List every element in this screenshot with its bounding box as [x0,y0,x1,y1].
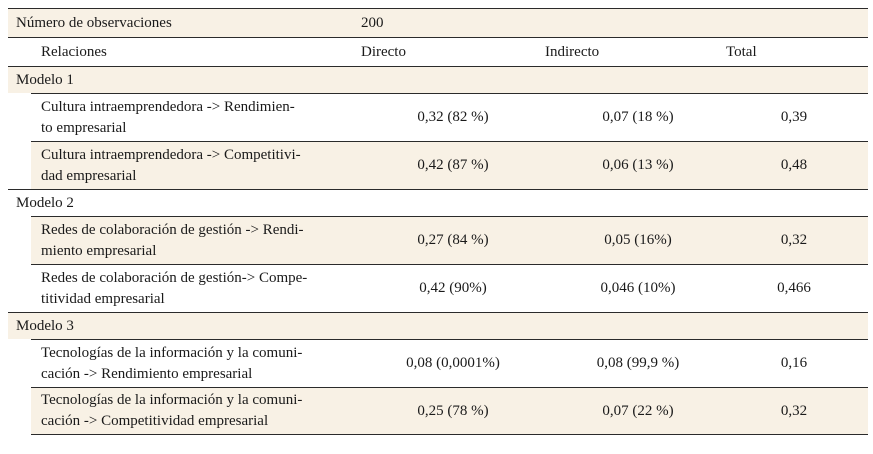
col-header-total: Total [726,43,757,60]
direct-value: 0,08 (0,0001%) [406,355,500,371]
relation-line-2: cación -> Rendimiento empresarial [41,365,253,382]
relation-text: Tecnologías de la información y la comun… [41,343,371,385]
observations-row: Número de observaciones 200 [8,8,868,37]
relation-text: Cultura intraemprendedora -> Rendimien- … [41,97,371,139]
direct-value: 0,25 (78 %) [417,402,489,419]
model-title: Modelo 3 [16,317,74,334]
relation-line-2: miento empresarial [41,242,157,259]
relation-line-1: Tecnologías de la información y la comun… [41,344,303,361]
relation-line-1: Redes de colaboración de gestión -> Rend… [41,221,304,238]
total-value: 0,32 [780,232,808,248]
model-header-row: Modelo 2 [8,189,868,216]
col-header-indirecto: Indirecto [545,43,600,60]
total-value: 0,466 [777,280,811,296]
indirect-value: 0,07 (18 %) [602,109,674,125]
model-header-row: Modelo 1 [8,66,868,93]
relation-line-1: Cultura intraemprendedora -> Rendimien- [41,98,295,115]
total-value: 0,48 [780,157,808,173]
observations-label: Número de observaciones [16,14,172,31]
direct-value: 0,27 (84 %) [417,232,489,248]
relation-line-2: cación -> Competitividad empresarial [41,413,269,429]
table-row: Tecnologías de la información y la comun… [31,339,868,387]
relation-line-1: Tecnologías de la información y la comun… [41,392,303,408]
relation-line-1: Redes de colaboración de gestión-> Compe… [41,269,308,286]
observations-value: 200 [361,14,384,31]
table-row: Cultura intraemprendedora -> Rendimien- … [31,93,868,141]
col-header-directo: Directo [361,43,406,60]
relation-line-2: dad empresarial [41,167,137,184]
results-table: Número de observaciones 200 Relaciones D… [8,8,868,435]
table-row: Redes de colaboración de gestión -> Rend… [31,216,868,264]
indirect-value: 0,06 (13 %) [602,157,674,173]
relation-line-2: titividad empresarial [41,290,165,307]
total-value: 0,32 [780,402,808,419]
table-row: Cultura intraemprendedora -> Competitivi… [31,141,868,189]
model-title: Modelo 1 [16,71,74,88]
relation-text: Redes de colaboración de gestión-> Compe… [41,268,371,310]
indirect-value: 0,08 (99,9 %) [596,355,680,371]
indirect-value: 0,07 (22 %) [602,402,674,419]
table-row: Redes de colaboración de gestión-> Compe… [31,264,868,312]
column-header-row: Relaciones Directo Indirecto Total [8,37,868,66]
relation-text: Cultura intraemprendedora -> Competitivi… [41,145,371,187]
indirect-value: 0,046 (10%) [600,280,676,296]
direct-value: 0,42 (90%) [419,280,487,296]
model-title: Modelo 2 [16,194,74,211]
relation-line-1: Cultura intraemprendedora -> Competitivi… [41,146,301,163]
relation-text: Redes de colaboración de gestión -> Rend… [41,220,371,262]
direct-value: 0,42 (87 %) [417,157,489,173]
relation-text: Tecnologías de la información y la comun… [41,390,371,432]
table-row: Tecnologías de la información y la comun… [31,387,868,435]
total-value: 0,39 [780,109,808,125]
direct-value: 0,32 (82 %) [417,109,489,125]
relation-line-2: to empresarial [41,119,127,136]
model-header-row: Modelo 3 [8,312,868,339]
total-value: 0,16 [780,355,808,371]
col-header-relaciones: Relaciones [41,43,107,60]
indirect-value: 0,05 (16%) [604,232,672,248]
